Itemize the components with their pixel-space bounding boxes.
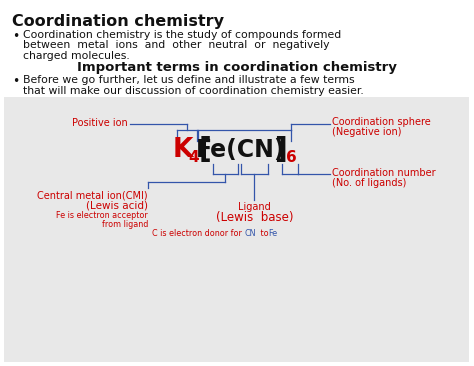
Text: 4: 4 bbox=[189, 150, 199, 165]
Text: Coordination chemistry is the study of compounds formed: Coordination chemistry is the study of c… bbox=[23, 30, 341, 40]
Text: charged molecules.: charged molecules. bbox=[23, 51, 130, 61]
Text: (No. of ligands): (No. of ligands) bbox=[332, 178, 406, 188]
Text: (Lewis  base): (Lewis base) bbox=[216, 211, 293, 224]
Text: Coordination sphere: Coordination sphere bbox=[332, 117, 431, 127]
Text: (Lewis acid): (Lewis acid) bbox=[86, 200, 148, 210]
Text: Fe is electron acceptor: Fe is electron acceptor bbox=[56, 211, 148, 220]
Text: Important terms in coordination chemistry: Important terms in coordination chemistr… bbox=[77, 61, 397, 74]
Text: Ligand: Ligand bbox=[238, 202, 271, 212]
Text: Before we go further, let us define and illustrate a few terms: Before we go further, let us define and … bbox=[23, 75, 355, 85]
Text: •: • bbox=[12, 75, 19, 88]
FancyBboxPatch shape bbox=[4, 97, 469, 362]
Text: to: to bbox=[258, 229, 272, 238]
Text: that will make our discussion of coordination chemistry easier.: that will make our discussion of coordin… bbox=[23, 86, 364, 96]
Text: C is electron donor for: C is electron donor for bbox=[152, 229, 245, 238]
Text: CN: CN bbox=[245, 229, 256, 238]
Text: (Negative ion): (Negative ion) bbox=[332, 127, 401, 137]
Text: 6: 6 bbox=[286, 150, 296, 165]
Text: •: • bbox=[12, 30, 19, 43]
Text: [: [ bbox=[199, 136, 211, 164]
Text: ]: ] bbox=[273, 136, 286, 164]
Text: from ligand: from ligand bbox=[101, 220, 148, 229]
Text: between  metal  ions  and  other  neutral  or  negatively: between metal ions and other neutral or … bbox=[23, 41, 329, 51]
Text: Central metal ion(CMI): Central metal ion(CMI) bbox=[37, 190, 148, 200]
Text: Fe(CN): Fe(CN) bbox=[196, 138, 286, 162]
Text: Positive ion: Positive ion bbox=[72, 118, 128, 128]
Text: Coordination chemistry: Coordination chemistry bbox=[12, 14, 224, 29]
Text: K: K bbox=[173, 137, 193, 163]
Text: Coordination number: Coordination number bbox=[332, 168, 436, 178]
Text: Fe: Fe bbox=[268, 229, 278, 238]
